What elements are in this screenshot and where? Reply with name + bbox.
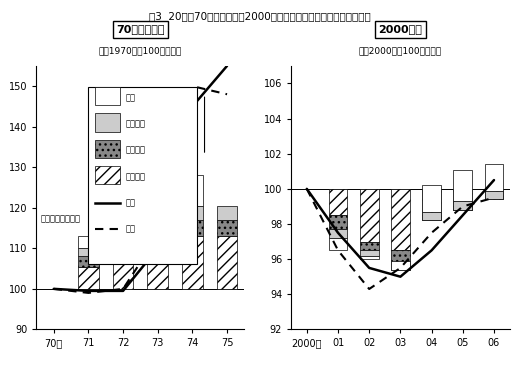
Bar [113, 244, 134, 253]
Bar [78, 248, 99, 257]
Bar [182, 220, 203, 236]
Bar [453, 206, 472, 210]
Bar [453, 169, 472, 201]
Text: 工资成本: 工资成本 [126, 172, 146, 181]
Bar [360, 255, 379, 259]
Bar [113, 262, 134, 289]
Bar [391, 264, 410, 270]
Bar [329, 238, 347, 250]
Bar [485, 191, 503, 199]
Bar [78, 266, 99, 289]
Bar [217, 220, 238, 236]
Bar [147, 195, 168, 224]
Bar [329, 189, 347, 215]
Text: 実際: 実際 [126, 198, 136, 208]
Bar [78, 257, 99, 266]
Bar [360, 242, 379, 250]
Bar [329, 229, 347, 238]
Text: 图3  20世纪70年代前半期和2000年代国内企业物价与成本的结构比较: 图3 20世纪70年代前半期和2000年代国内企业物价与成本的结构比较 [149, 11, 371, 21]
Bar [360, 250, 379, 255]
Bar [329, 215, 347, 229]
Bar [485, 198, 503, 199]
Bar [453, 201, 472, 210]
Text: 70年代前半期: 70年代前半期 [116, 24, 165, 34]
Bar [453, 189, 472, 206]
Bar [422, 212, 441, 220]
FancyBboxPatch shape [95, 87, 120, 105]
Bar [182, 175, 203, 206]
Bar [147, 236, 168, 248]
Bar [391, 250, 410, 264]
FancyBboxPatch shape [95, 140, 120, 158]
Bar [182, 206, 203, 220]
Text: （以1970年为100的指数）: （以1970年为100的指数） [99, 46, 182, 55]
Text: 国内企业物价指数: 国内企业物价指数 [41, 214, 81, 223]
FancyBboxPatch shape [95, 166, 120, 184]
Text: 2000年代: 2000年代 [379, 24, 422, 34]
Bar [217, 206, 238, 220]
Bar [113, 253, 134, 262]
FancyBboxPatch shape [95, 113, 120, 132]
Bar [422, 185, 441, 212]
Bar [391, 189, 410, 250]
Bar [182, 236, 203, 289]
Bar [78, 236, 99, 248]
Text: 除原油外: 除原油外 [126, 119, 146, 128]
Bar [485, 164, 503, 191]
Bar [485, 189, 503, 198]
Bar [422, 189, 441, 215]
Bar [360, 189, 379, 242]
Bar [217, 236, 238, 289]
Bar [147, 248, 168, 289]
Text: 推算: 推算 [126, 225, 136, 234]
Bar [422, 215, 441, 220]
Text: 资本成本: 资本成本 [126, 146, 146, 155]
Text: 进口
商品
成本: 进口 商品 成本 [187, 94, 197, 124]
FancyBboxPatch shape [88, 87, 197, 264]
Bar [147, 224, 168, 236]
Text: 原油: 原油 [126, 93, 136, 102]
Text: （以2000年为100的指数）: （以2000年为100的指数） [359, 46, 442, 55]
Bar [391, 261, 410, 270]
